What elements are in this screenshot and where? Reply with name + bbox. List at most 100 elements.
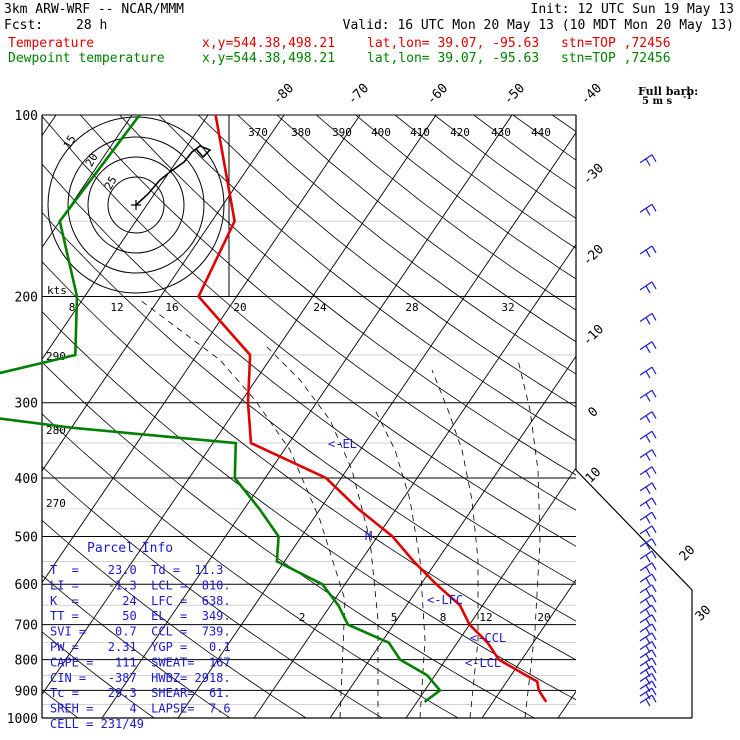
dry-adiabat (355, 115, 576, 280)
mixing-ratio-label: 12 (479, 611, 492, 624)
ccl-marker: <-CCL (470, 631, 506, 645)
wind-barb (639, 641, 657, 653)
dry-adiabat (42, 519, 307, 718)
parcel-info-row: CELL = 231/49 (50, 717, 144, 731)
wind-barb (639, 687, 657, 700)
wind-barb (639, 497, 657, 510)
wind-barb (639, 466, 657, 479)
hodograph-ring (47, 116, 225, 294)
wind-barb (639, 430, 657, 443)
moist-adiabat (431, 369, 479, 718)
pressure-tick-label: 900 (15, 684, 38, 699)
temperature-tick-label: 30 (693, 603, 715, 625)
parcel-info-panel: Parcel Info T = 23.0 Td = 11.3LI = -1.3 … (50, 541, 231, 731)
valid-time: Valid: 16 UTC Mon 20 May 13 (10 MDT Mon … (342, 18, 734, 33)
isotherm (177, 131, 576, 718)
dry-adiabat (42, 413, 459, 718)
isotherm (42, 115, 437, 696)
dry-adiabat (237, 115, 576, 375)
pressure-tick-label: 300 (15, 397, 38, 412)
theta-label: 420 (450, 126, 470, 139)
wind-barb (639, 649, 657, 662)
dry-adiabat (42, 261, 576, 661)
moist-adiabat (139, 299, 346, 718)
dry-adiabat (198, 115, 576, 408)
barb-legend-unit-exponent: -1 (683, 91, 692, 101)
pressure-tick-label: 600 (15, 578, 38, 593)
wind-barb (639, 154, 657, 167)
m-marker: M (365, 529, 372, 543)
wind-barb (639, 245, 657, 258)
hodograph-ring-label-25: 25 (102, 174, 120, 192)
wind-barb (639, 562, 657, 575)
isotherm (101, 115, 513, 718)
lfc-marker: <-LFC (427, 593, 463, 607)
theta-label: 390 (332, 126, 352, 139)
dry-adiabat (42, 115, 576, 547)
model-title: 3km ARW-WRF -- NCAR/MMM (4, 2, 185, 17)
dewpoint-line (0, 114, 442, 703)
wind-barb (639, 623, 657, 636)
dry-adiabat (42, 310, 576, 701)
pressure-tick-label: 200 (15, 291, 38, 306)
dewpoint-legend: Dewpoint temperature (8, 51, 165, 66)
dewpoint-latlon: lat,lon= 39.07, -95.63 (367, 51, 540, 66)
dry-adiabat (42, 361, 535, 718)
wind-barbs (639, 154, 657, 707)
temperature-tick-label: -40 (578, 81, 605, 108)
dry-adiabat (276, 115, 576, 343)
hodograph-units-label: kts (47, 284, 67, 297)
dry-adiabat (42, 631, 155, 718)
wind-barb (639, 538, 657, 551)
barb-legend-title: Full barb: (638, 85, 698, 98)
hodograph-speed-label: 20 (233, 301, 246, 314)
wind-barb (639, 594, 657, 607)
wind-barb (639, 573, 657, 586)
parcel-info-title: Parcel Info (87, 541, 173, 556)
wind-barb (639, 511, 657, 524)
dry-adiabat (42, 163, 576, 584)
mixing-ratio-label: 20 (537, 611, 550, 624)
isotherm (253, 243, 576, 718)
pressure-tick-label: 800 (15, 654, 38, 669)
temperature-tick-label: -10 (580, 322, 607, 349)
isotherm (42, 115, 361, 584)
dry-adiabat (119, 115, 576, 476)
forecast-label: Fcst: (4, 18, 44, 33)
dewpoint-xy: x,y=544.38,498.21 (202, 51, 336, 66)
isotherm (42, 115, 209, 360)
theta-label: 410 (410, 126, 430, 139)
pressure-tick-label: 700 (15, 619, 38, 634)
temperature-station: stn=TOP ,72456 (561, 36, 671, 51)
hodograph-speed-label: 28 (405, 301, 418, 314)
isotherm (42, 115, 285, 472)
pressure-tick-label: 1000 (7, 712, 38, 727)
temperature-tick-label: 10 (583, 465, 605, 487)
pressure-tick-label: 100 (15, 109, 38, 124)
parcel-info-row: K = 24 LFC = 638. (50, 594, 231, 608)
temperature-tick-label: -30 (580, 161, 607, 188)
parcel-info-row: SREH = 4 LAPSE= 7.6 (50, 702, 231, 716)
parcel-info-row: LI = -1.3 LCL = 810. (50, 578, 231, 592)
dry-adiabat (158, 115, 576, 442)
hodograph-ring (67, 136, 205, 274)
mixing-ratio-label: 2 (299, 611, 306, 624)
parcel-info-row: TT = 50 EL = 349. (50, 609, 231, 623)
pressure-tick-label: 500 (15, 530, 38, 545)
hodograph-ring (87, 156, 185, 254)
isotherm (710, 115, 740, 718)
temperature-tick-label: -20 (580, 242, 607, 269)
hodograph-ring-label-20: 20 (83, 151, 101, 169)
temperature-tick-label: -60 (424, 81, 451, 108)
theta-label: 440 (531, 126, 551, 139)
isotherm (557, 690, 576, 718)
moist-adiabat (517, 359, 541, 718)
wind-barb (639, 389, 657, 402)
wind-barb (639, 657, 657, 670)
barb-legend-unit: 5 m s (642, 96, 673, 107)
dry-adiabat (80, 115, 576, 511)
wind-barb (639, 341, 657, 353)
theta-label: 380 (291, 126, 311, 139)
temperature-tick-label: 20 (677, 543, 699, 565)
wind-barb (639, 366, 657, 379)
